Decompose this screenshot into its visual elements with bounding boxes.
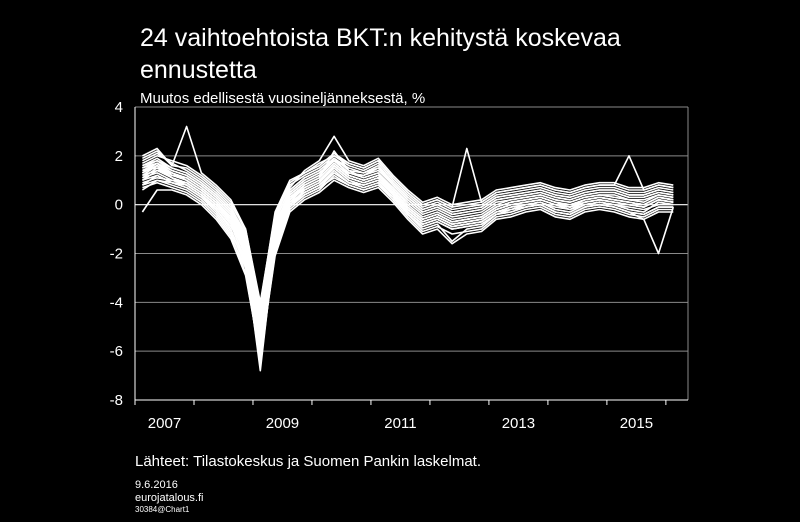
y-tick-label: 2 [115, 148, 123, 165]
series-line-21 [142, 172, 674, 350]
footer-date: 9.6.2016 [135, 479, 178, 491]
series-line-16 [142, 125, 674, 306]
y-tick-label: -8 [110, 392, 123, 409]
series-line-22 [142, 157, 674, 318]
series-line-19 [141, 179, 674, 357]
series-line-24 [142, 159, 674, 331]
series-line-18 [142, 159, 674, 326]
x-tick-label: 2007 [148, 415, 181, 432]
series-line-9 [142, 157, 674, 316]
series-line-8 [141, 174, 674, 360]
footer-site: eurojatalous.fi [135, 492, 204, 504]
series-lines [141, 125, 675, 372]
x-tick-label: 2011 [384, 415, 416, 432]
series-line-13 [142, 135, 674, 311]
x-tick-label: 2009 [266, 415, 299, 432]
series-line-17 [142, 167, 674, 367]
y-tick-label: 4 [115, 99, 123, 116]
source-note: Lähteet: Tilastokeskus ja Suomen Pankin … [135, 453, 482, 470]
grid-lines [135, 106, 688, 401]
chart-title: 24 vaihtoehtoista BKT:n kehitystä koskev… [140, 24, 621, 84]
series-line-5 [142, 152, 674, 309]
footer-code: 30384@Chart1 [135, 505, 190, 514]
series-line-3 [142, 159, 674, 323]
axes: 4 2 0 -2 -4 -6 -8 2007 2009 2011 2013 2015 [110, 99, 689, 432]
y-tick-label: -2 [110, 246, 123, 263]
y-axis-label: Muutos edellisestä vuosineljänneksestä, … [140, 90, 426, 107]
y-tick-label: -6 [110, 343, 123, 360]
x-tick-label: 2013 [502, 415, 535, 432]
series-line-23 [141, 164, 674, 345]
x-tick-label: 2015 [620, 415, 653, 432]
series-line-20 [142, 162, 674, 333]
y-tick-label: -4 [110, 294, 123, 311]
y-tick-label: 0 [115, 197, 123, 214]
